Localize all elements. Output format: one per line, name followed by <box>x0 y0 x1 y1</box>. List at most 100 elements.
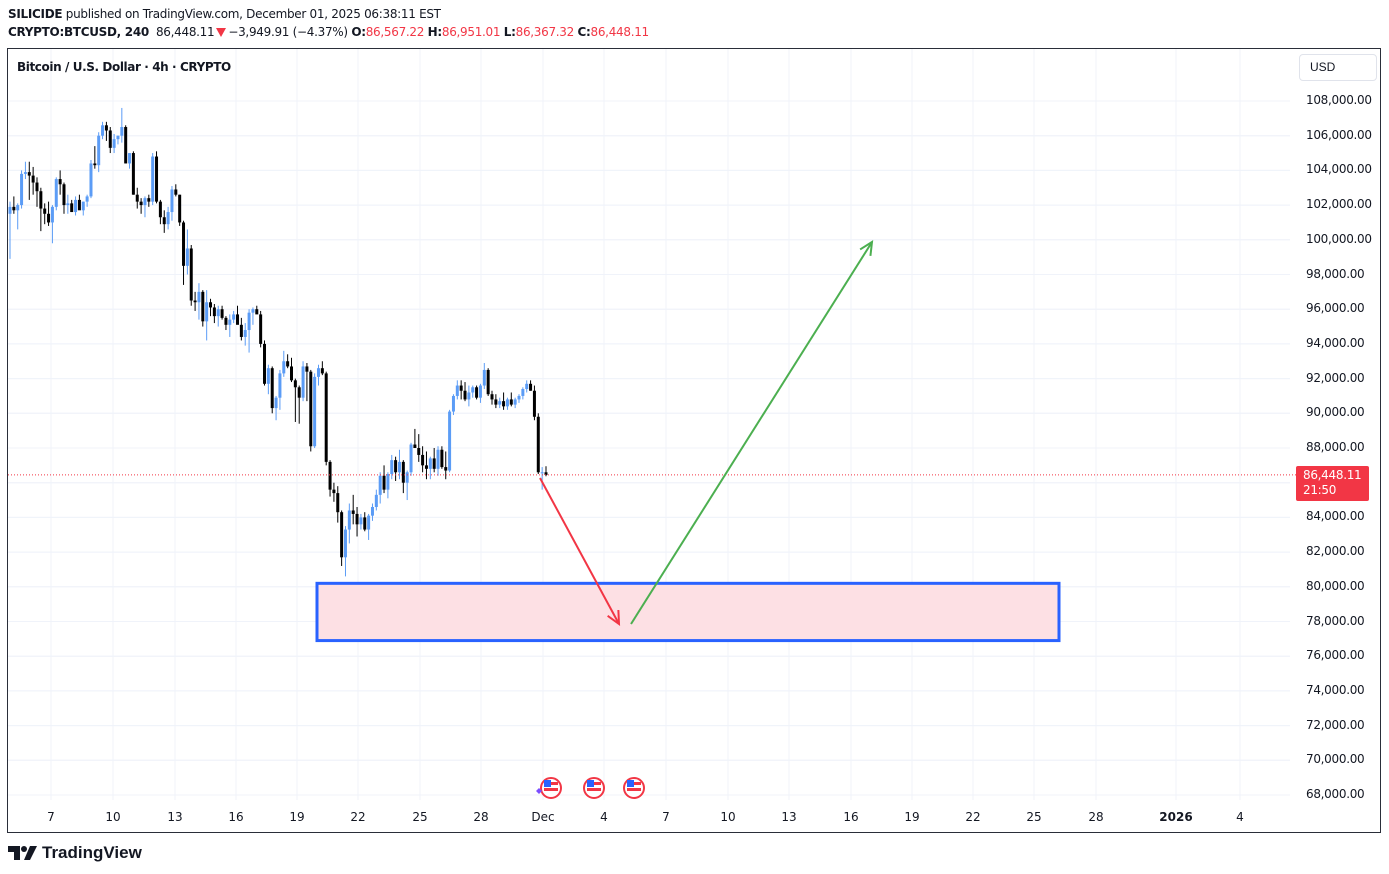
candle-body <box>23 172 27 174</box>
down-triangle-icon <box>216 28 227 37</box>
bullish-arrow <box>630 241 873 625</box>
candle-body <box>62 184 66 206</box>
candle-body <box>320 368 324 374</box>
time-tick-label: 28 <box>1088 810 1104 824</box>
candle-body <box>74 199 78 213</box>
candle-body <box>324 373 328 462</box>
price-tick-label: 108,000.00 <box>1306 93 1372 107</box>
candle-body <box>20 173 24 206</box>
candle-body <box>151 156 155 202</box>
candle-body <box>101 125 105 136</box>
symbol-label: CRYPTO:BTCUSD, 240 <box>8 25 149 39</box>
candle-body <box>405 472 409 483</box>
price-tick-label: 84,000.00 <box>1306 509 1365 524</box>
candle-body <box>451 395 455 412</box>
candle-body <box>278 373 282 398</box>
time-tick-label: 25 <box>412 810 428 824</box>
candle-body <box>471 387 475 393</box>
candle-body <box>170 189 174 213</box>
price-tick-label: 78,000.00 <box>1306 613 1365 628</box>
tradingview-logo-icon <box>8 846 37 860</box>
candle-body <box>124 127 128 164</box>
time-tick-label: 2026 <box>1159 810 1193 824</box>
candle-body <box>343 529 347 558</box>
candle-body <box>158 201 162 218</box>
low-value: 86,367.32 <box>515 25 575 39</box>
price-tick-label: 90,000.00 <box>1306 405 1365 420</box>
high-value: 86,951.01 <box>441 25 501 39</box>
close-label: C: <box>577 25 591 39</box>
candle-body <box>35 182 39 192</box>
candle-body <box>232 314 236 320</box>
candle-body <box>486 369 490 395</box>
candle-body <box>43 208 47 214</box>
currency-button[interactable]: USD <box>1299 54 1377 81</box>
candle-body <box>66 203 70 206</box>
candle-body <box>397 461 401 473</box>
price-tick-label: 82,000.00 <box>1306 544 1365 559</box>
candle-body <box>509 399 513 405</box>
candle-body <box>529 383 533 391</box>
candle-body <box>239 324 243 337</box>
price-tick-label: 72,000.00 <box>1306 717 1365 732</box>
candle-body <box>286 361 290 367</box>
candle-body <box>220 309 224 318</box>
time-tick-label: 16 <box>843 810 859 824</box>
candle-body <box>12 206 16 211</box>
author-name[interactable]: SILICIDE <box>8 7 63 21</box>
badge-price: 86,448.11 <box>1303 468 1362 482</box>
candle-body <box>532 390 536 417</box>
candle-body <box>505 399 509 407</box>
chart-title: Bitcoin / U.S. Dollar · 4h · CRYPTO <box>17 60 231 74</box>
price-tick-label: 68,000.00 <box>1306 787 1365 801</box>
time-tick-label: 16 <box>228 810 244 824</box>
publish-info: SILICIDE published on TradingView.com, D… <box>8 7 441 21</box>
candle-body <box>336 493 340 513</box>
candle-body <box>513 399 517 405</box>
time-tick-label: 13 <box>781 810 797 824</box>
candle-body <box>143 198 147 206</box>
candle-body <box>455 385 459 396</box>
candle-body <box>282 361 286 374</box>
candle-body <box>131 153 135 195</box>
price-tick-label: 88,000.00 <box>1306 440 1365 454</box>
flag-stripe <box>544 788 558 791</box>
candle-body <box>444 467 448 471</box>
candle-body <box>448 411 452 471</box>
time-tick-label: 4 <box>1236 810 1244 824</box>
candle-body <box>31 175 35 183</box>
time-tick-label: 22 <box>350 810 366 824</box>
price-tick-label: 92,000.00 <box>1306 370 1365 385</box>
candle-body <box>540 472 544 474</box>
time-tick-label: 7 <box>47 810 55 824</box>
candle-body <box>128 153 132 164</box>
candle-body <box>363 517 367 530</box>
candle-body <box>212 307 216 317</box>
candle-body <box>201 291 205 322</box>
candle-body <box>436 449 440 469</box>
candle-body <box>463 390 467 400</box>
last-price: 86,448.11 <box>155 25 215 39</box>
time-tick-label: 10 <box>720 810 736 824</box>
candle-body <box>409 444 413 473</box>
close-value: 86,448.11 <box>590 25 650 39</box>
candle-body <box>478 385 482 398</box>
tradingview-logo[interactable]: TradingView <box>8 843 142 863</box>
time-tick-label: 28 <box>473 810 489 824</box>
candle-body <box>382 475 386 490</box>
candle-body <box>297 387 301 398</box>
candle-body <box>359 517 363 525</box>
candle-body <box>216 309 220 317</box>
time-tick-label: 10 <box>105 810 121 824</box>
candle-body <box>205 302 209 322</box>
candle-body <box>120 127 124 136</box>
flag-stripe <box>627 788 641 791</box>
candle-body <box>347 510 351 530</box>
flag-canton <box>587 780 594 787</box>
price-tick-label: 94,000.00 <box>1306 335 1365 350</box>
price-tick-label: 70,000.00 <box>1306 752 1365 767</box>
candle-body <box>340 512 344 558</box>
candle-body <box>147 198 151 202</box>
target-zone-rectangle <box>315 581 1061 643</box>
